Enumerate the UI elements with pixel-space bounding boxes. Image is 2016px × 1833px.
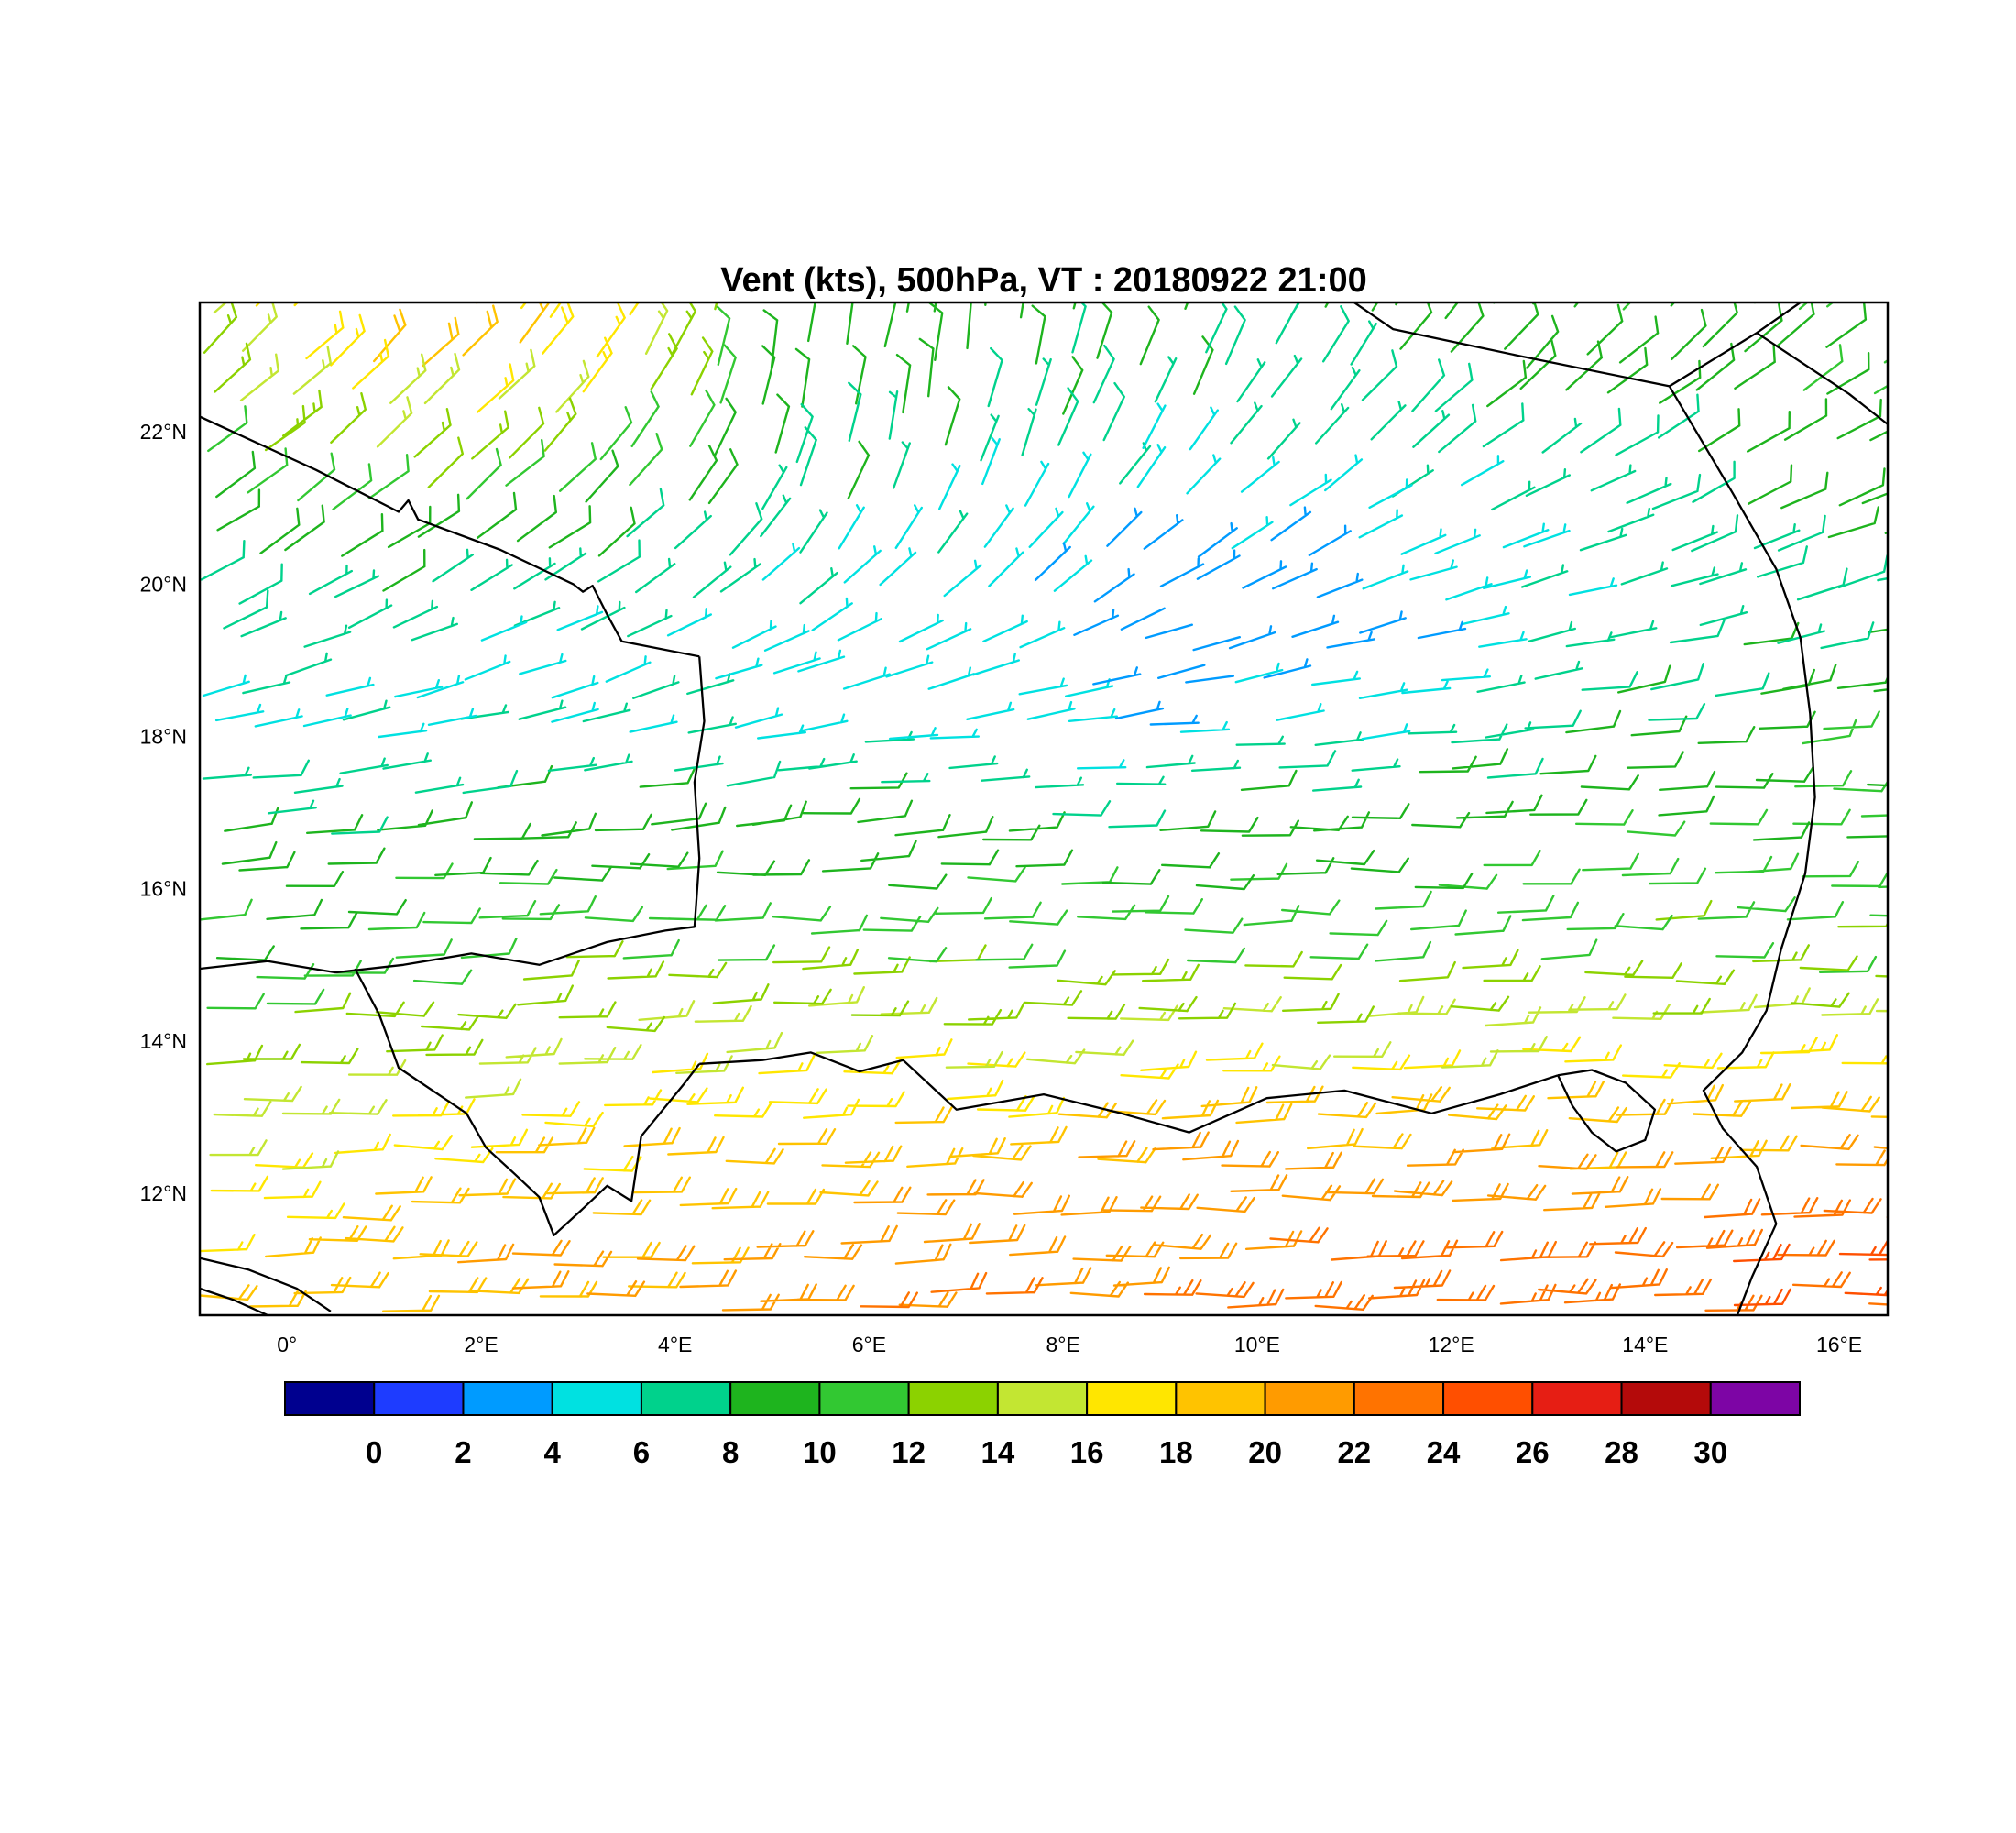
wind-barb-group (203, 302, 1888, 1066)
colorbar-segment (907, 1381, 999, 1416)
colorbar-label: 22 (1337, 1435, 1371, 1469)
country-border (200, 1287, 268, 1315)
colorbar-label: 6 (633, 1435, 650, 1469)
wind-barb-group (215, 302, 1888, 961)
colorbar-label: 8 (722, 1435, 739, 1469)
country-border (200, 415, 700, 658)
lon-tick-label: 14°E (1622, 1333, 1668, 1356)
colorbar-label: 30 (1693, 1435, 1727, 1469)
lat-tick-label: 22°N (140, 420, 187, 444)
lat-tick-label: 12°N (140, 1181, 187, 1205)
country-border (699, 1051, 1559, 1134)
lat-tick-label: 16°N (140, 877, 187, 901)
country-borders (200, 302, 1888, 1315)
colorbar-label: 2 (455, 1435, 471, 1469)
colorbar-segment (284, 1381, 376, 1416)
wind-barb-group (200, 302, 1888, 1312)
colorbar-label: 16 (1070, 1435, 1104, 1469)
country-border (1668, 385, 1816, 1315)
lon-tick-label: 12°E (1429, 1333, 1474, 1356)
lon-tick-label: 2°E (464, 1333, 498, 1356)
country-border (354, 968, 701, 1236)
colorbar-segment (373, 1381, 465, 1416)
wind-barb-group (200, 302, 1888, 835)
colorbar-segment (1442, 1381, 1534, 1416)
colorbar-segment (996, 1381, 1089, 1416)
axis-labels: 22°N 20°N 18°N 16°N 14°N 12°N 0° 2°E 4°E 6°E 8°E 10… (140, 420, 1863, 1356)
colorbar-label: 4 (544, 1435, 562, 1469)
wind-barbs-layer (200, 302, 1888, 1312)
colorbar-segment (551, 1381, 642, 1416)
wind-barb-group (200, 302, 1888, 1253)
wind-barb-group (1733, 1239, 1888, 1307)
colorbar-label: 10 (803, 1435, 837, 1469)
wind-barb-group (202, 402, 1618, 770)
colorbar-label: 20 (1248, 1435, 1282, 1469)
colorbar-label: 0 (366, 1435, 382, 1469)
wind-barb-group (1034, 506, 1467, 726)
lat-tick-label: 20°N (140, 572, 187, 596)
lon-tick-label: 8°E (1046, 1333, 1080, 1356)
colorbar-segment (1175, 1381, 1266, 1416)
country-border (1353, 302, 1671, 388)
colorbar-segment (1264, 1381, 1355, 1416)
colorbar-segment (640, 1381, 732, 1416)
lon-tick-label: 6°E (852, 1333, 886, 1356)
lon-tick-label: 0° (277, 1333, 297, 1356)
colorbar-label: 24 (1427, 1435, 1461, 1469)
colorbar-segment (818, 1381, 910, 1416)
country-border (1756, 332, 1888, 425)
country-border (200, 656, 706, 974)
colorbar-segment (1620, 1381, 1712, 1416)
colorbar-label: 12 (892, 1435, 926, 1469)
colorbar-segment (1531, 1381, 1623, 1416)
lon-tick-label: 10°E (1234, 1333, 1280, 1356)
colorbar-segment (462, 1381, 553, 1416)
map-frame (198, 301, 1890, 1317)
wind-barb-group (209, 302, 1888, 1170)
colorbar-label: 28 (1605, 1435, 1638, 1469)
lat-tick-label: 14°N (140, 1029, 187, 1053)
colorbar-label: 18 (1159, 1435, 1193, 1469)
colorbar-segment (1353, 1381, 1445, 1416)
colorbar: 0 2 4 6 8 10 12 14 16 18 20 22 24 26 28 30 (284, 1381, 1801, 1469)
wind-barb-group (200, 302, 1888, 1010)
country-border (200, 1257, 332, 1312)
colorbar-segment (729, 1381, 821, 1416)
country-border (1557, 1069, 1657, 1153)
colorbar-label: 14 (981, 1435, 1015, 1469)
lon-tick-label: 4°E (658, 1333, 692, 1356)
wind-barb-group (860, 1197, 1888, 1312)
colorbar-label: 26 (1516, 1435, 1550, 1469)
lat-tick-label: 18°N (140, 725, 187, 749)
chart-title: Vent (kts), 500hPa, VT : 20180922 21:00 (720, 261, 1367, 300)
colorbar-segment (1709, 1381, 1801, 1416)
colorbar-segment (1086, 1381, 1178, 1416)
lon-tick-label: 16°E (1816, 1333, 1862, 1356)
map-plot (198, 301, 1890, 1317)
